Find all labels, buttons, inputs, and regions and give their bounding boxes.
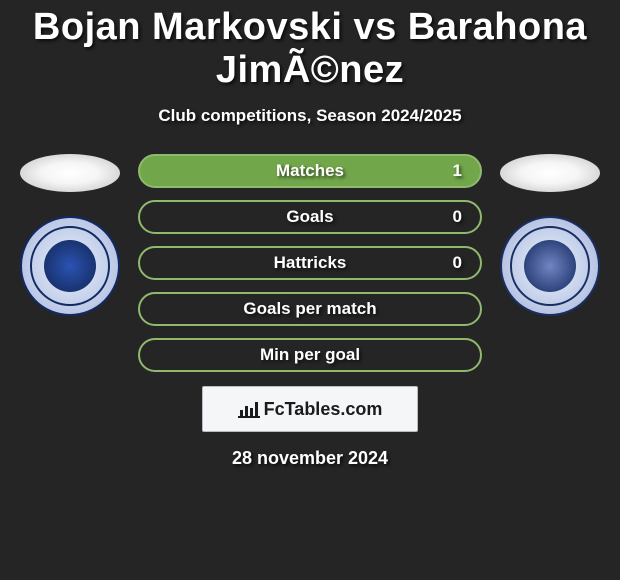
brand-text: FcTables.com (264, 399, 383, 420)
stat-bars: Matches 1 Goals 0 Hattricks 0 Goals per match M… (138, 154, 482, 372)
player-left-avatar (20, 154, 120, 192)
stat-label: Hattricks (274, 253, 347, 273)
stat-bar: Hattricks 0 (138, 246, 482, 280)
left-side (20, 154, 120, 316)
brand-box: FcTables.com (202, 386, 418, 432)
date-text: 28 november 2024 (20, 448, 600, 469)
stat-label: Goals (286, 207, 333, 227)
stat-bar: Goals 0 (138, 200, 482, 234)
right-side (500, 154, 600, 316)
stat-bar: Min per goal (138, 338, 482, 372)
stat-value: 0 (453, 253, 462, 273)
club-left-crest (20, 216, 120, 316)
stat-bar: Goals per match (138, 292, 482, 326)
chart-icon (238, 400, 260, 418)
page-title: Bojan Markovski vs Barahona JimÃ©nez (20, 0, 600, 92)
stat-label: Goals per match (243, 299, 376, 319)
subtitle: Club competitions, Season 2024/2025 (20, 106, 600, 126)
stat-label: Matches (276, 161, 344, 181)
stat-value: 1 (453, 161, 462, 181)
stat-bar: Matches 1 (138, 154, 482, 188)
player-right-avatar (500, 154, 600, 192)
club-right-crest (500, 216, 600, 316)
stat-value: 0 (453, 207, 462, 227)
comparison-content: Matches 1 Goals 0 Hattricks 0 Goals per match M… (20, 154, 600, 372)
stat-label: Min per goal (260, 345, 360, 365)
